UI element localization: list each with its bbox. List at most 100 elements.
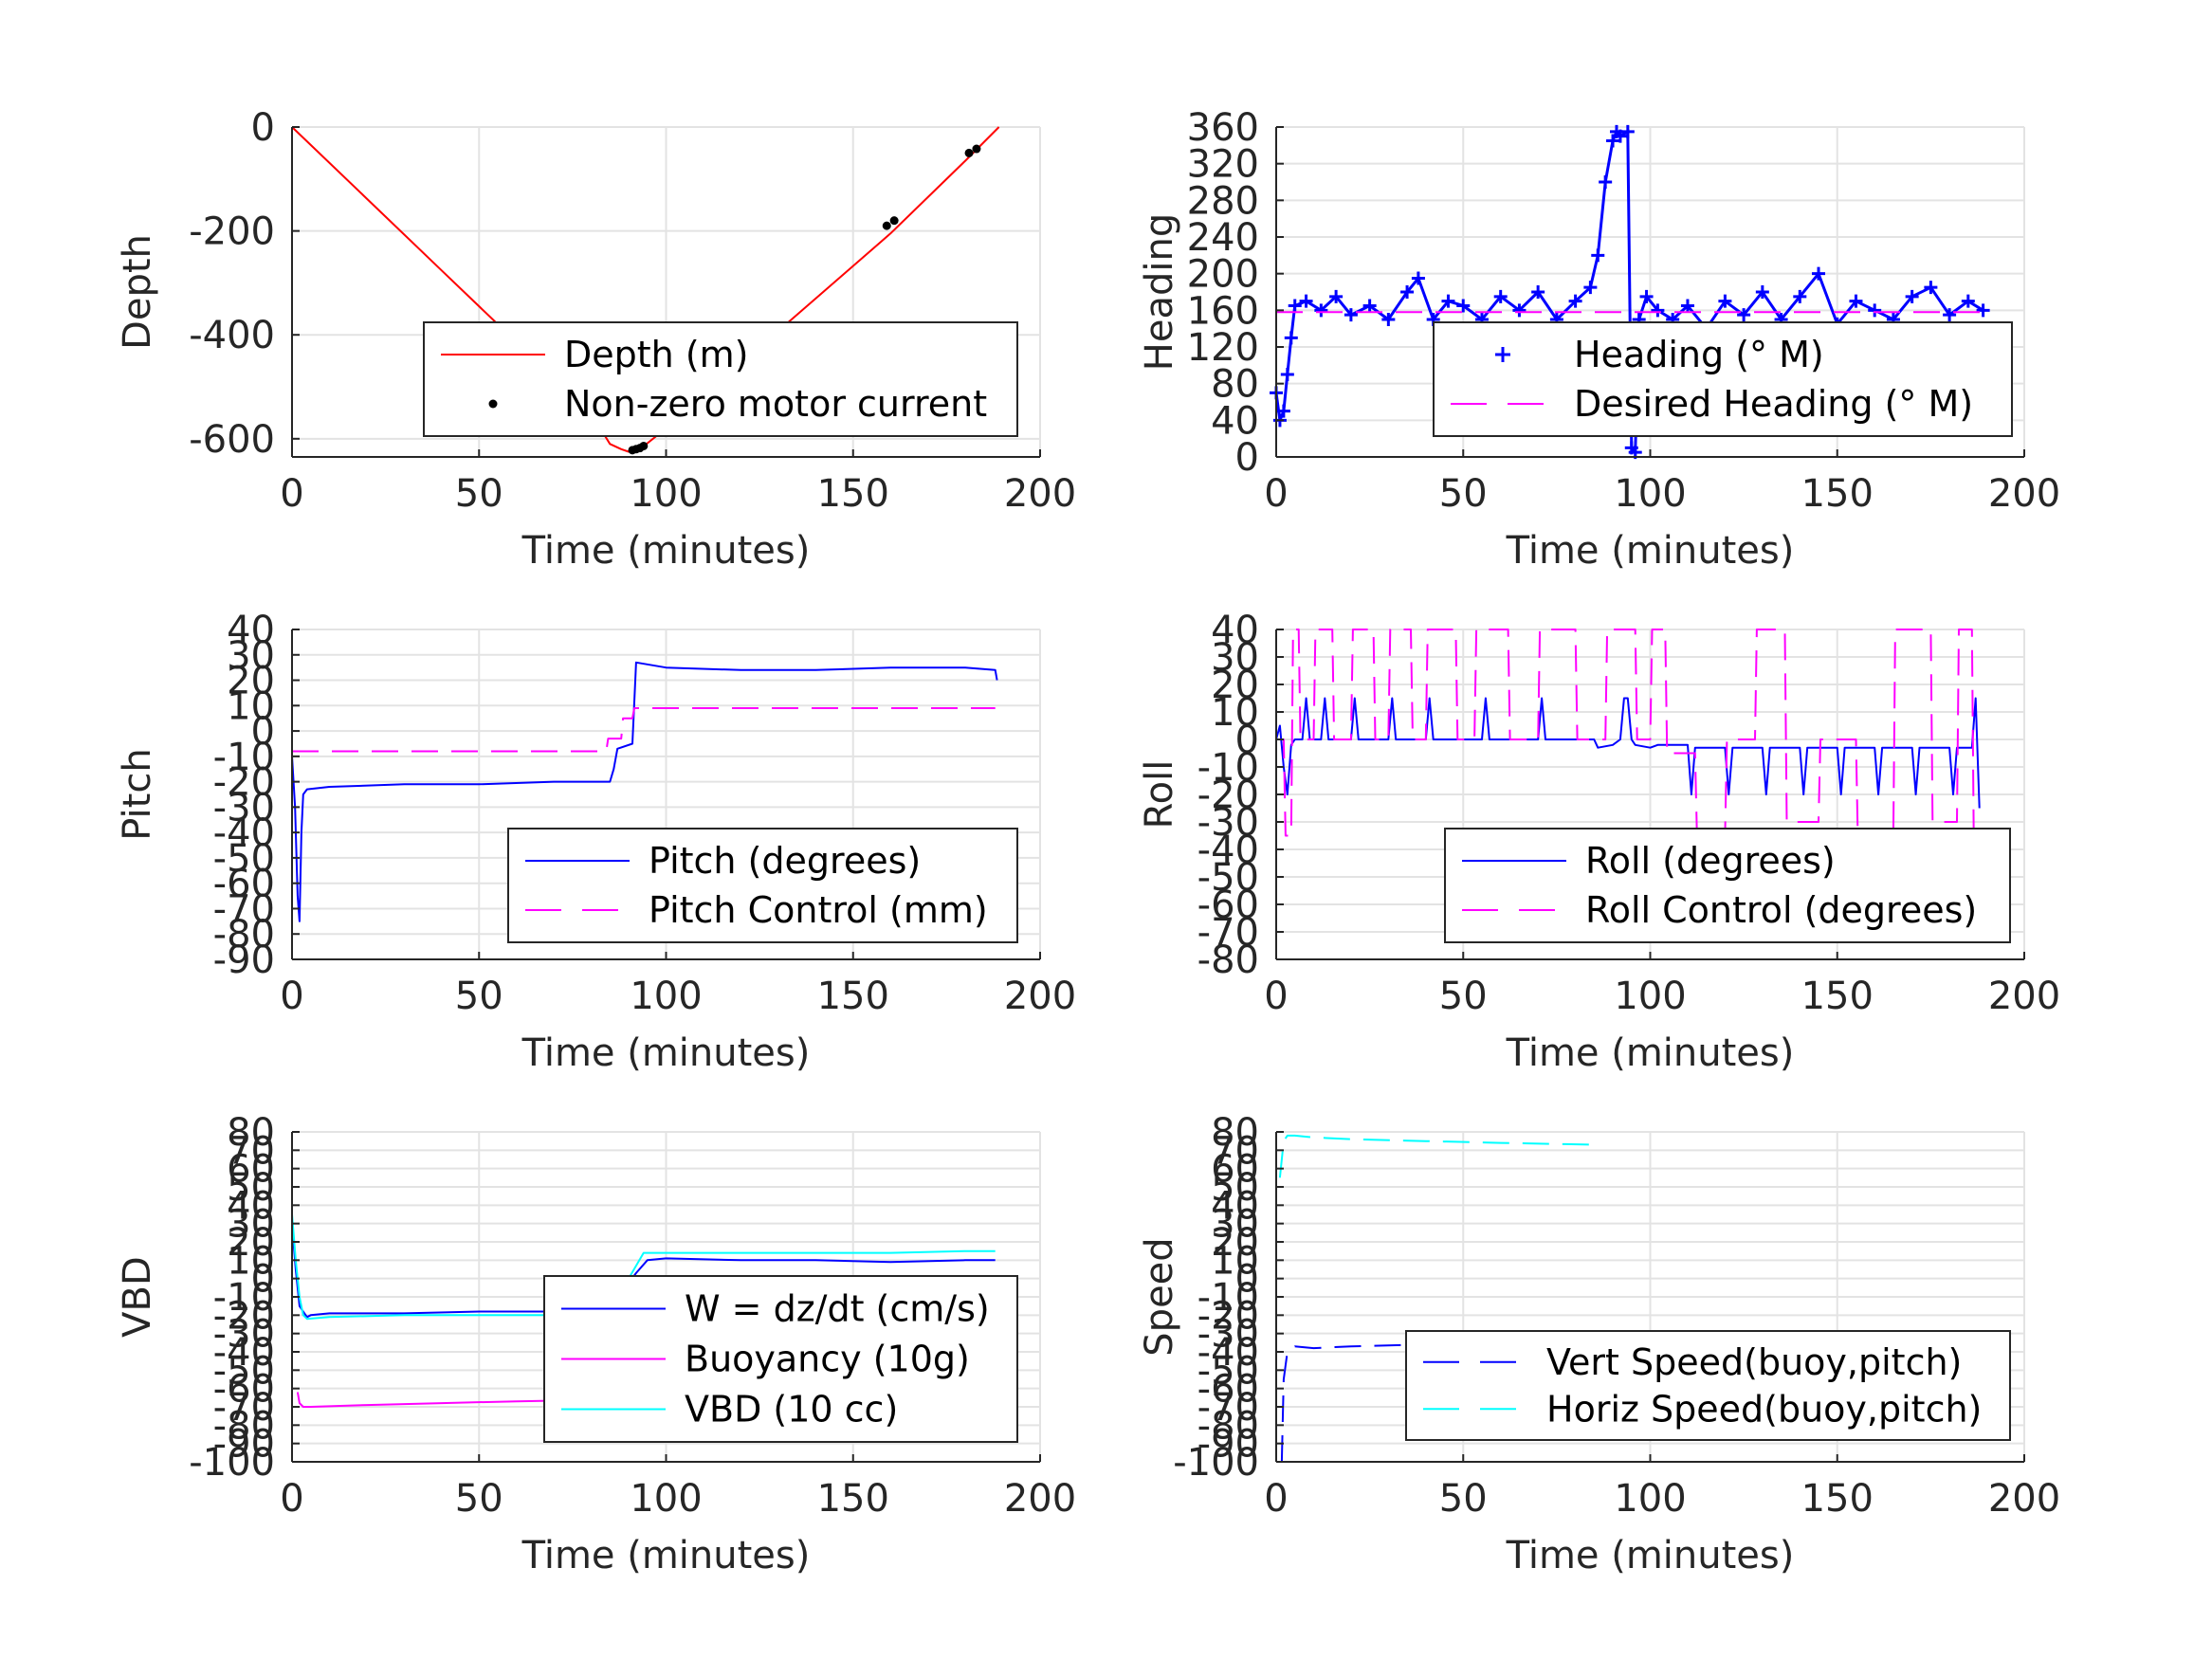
speed-legend-label: Horiz Speed(buoy,pitch) [1546, 1388, 1982, 1430]
heading-series-0-point [1400, 285, 1415, 299]
heading-series-0-point [1943, 308, 1957, 322]
roll-xlabel: Time (minutes) [1506, 1031, 1795, 1075]
roll-ytick-label: -20 [1197, 774, 1259, 817]
roll-ytick-label: -50 [1197, 856, 1259, 900]
speed-ytick-label: 60 [1211, 1148, 1259, 1192]
vbd-ytick-label: -80 [213, 1404, 275, 1448]
heading-series-0-point [1284, 331, 1298, 345]
pitch-legend-label: Pitch (degrees) [649, 840, 921, 882]
speed-ylabel: Speed [1138, 1237, 1181, 1356]
vbd-ytick-label: 40 [227, 1184, 275, 1228]
heading-series-0-point [1606, 134, 1620, 148]
speed-ytick-label: 20 [1211, 1221, 1259, 1265]
heading-ytick-label: 360 [1187, 106, 1259, 150]
vbd-ytick-label: -10 [213, 1276, 275, 1320]
roll-series [1275, 629, 1981, 837]
speed-xtick-label: 150 [1801, 1477, 1874, 1521]
pitch-xlabel: Time (minutes) [521, 1031, 811, 1075]
vbd-ytick-label: 0 [251, 1258, 275, 1302]
pitch-ytick-label: 20 [227, 660, 275, 703]
heading-series-0-point [1280, 368, 1294, 381]
heading-xtick-label: 0 [1264, 472, 1288, 516]
heading-ylabel: Heading [1138, 213, 1181, 371]
heading-panel: 0 50 100 150 20004080120160200240280320360He… [1138, 106, 2060, 573]
heading-series-0-point [1961, 294, 1975, 308]
heading-ytick-label: 160 [1187, 289, 1259, 333]
roll-xtick-label: 100 [1614, 975, 1686, 1018]
vbd-ylabel: VBD [116, 1256, 159, 1338]
speed-ytick-label: -100 [1173, 1441, 1259, 1485]
pitch-ytick-label: 0 [251, 710, 275, 754]
speed-ytick-label: -10 [1197, 1276, 1259, 1320]
roll-ytick-label: -30 [1197, 801, 1259, 845]
vbd-xtick-label: 200 [1004, 1477, 1076, 1521]
pitch-series-0-line [291, 661, 998, 922]
depth-series-1-point [882, 221, 891, 230]
heading-series-0-point [1288, 299, 1302, 313]
roll-ytick-label: 20 [1211, 664, 1259, 707]
vbd-legend: W = dz/dt (cm/s) Buoyancy (10g) VBD (10 cc… [543, 1275, 1018, 1443]
pitch-ytick-label: -70 [213, 887, 275, 931]
roll-xtick-label: 150 [1801, 975, 1874, 1018]
heading-series-0-point [1680, 299, 1694, 313]
heading-series-0-point [1411, 271, 1425, 285]
roll-xtick-label: 200 [1988, 975, 2060, 1018]
depth-ytick-label: 0 [251, 106, 275, 150]
vbd-ytick-label: -100 [189, 1441, 275, 1485]
speed-legend-box [1405, 1330, 2011, 1441]
speed-ytick-label: 40 [1211, 1184, 1259, 1228]
speed-ytick-label: 10 [1211, 1239, 1259, 1283]
pitch-ytick-label: -20 [213, 761, 275, 805]
pitch-ytick-label: -10 [213, 736, 275, 779]
roll-ytick-label: -70 [1197, 911, 1259, 955]
speed-legend: Vert Speed(buoy,pitch) Horiz Speed(buoy,p… [1405, 1330, 2011, 1441]
vbd-ytick-label: -20 [213, 1294, 275, 1338]
speed-ytick-label: 70 [1211, 1129, 1259, 1173]
heading-series-0-point [1531, 285, 1545, 299]
heading-series-0-point [1591, 248, 1605, 263]
heading-ytick-label: 80 [1211, 363, 1259, 407]
heading-ytick-label: 120 [1187, 326, 1259, 370]
heading-xtick-label: 50 [1439, 472, 1488, 516]
heading-series-0-point [1344, 308, 1358, 322]
pitch-ylabel: Pitch [116, 748, 159, 840]
heading-series-0-point [1849, 294, 1863, 308]
vbd-xtick-label: 0 [280, 1477, 303, 1521]
depth-xtick-label: 100 [630, 472, 702, 516]
heading-series-0-point [1276, 404, 1290, 418]
speed-xtick-label: 0 [1264, 1477, 1288, 1521]
heading-legend: Heading (° M) Desired Heading (° M) [1433, 321, 2013, 437]
pitch-legend-label: Pitch Control (mm) [649, 889, 988, 931]
heading-series-0-point [1793, 289, 1807, 303]
vbd-ytick-label: 80 [227, 1111, 275, 1155]
heading-series [1270, 124, 1990, 460]
speed-ytick-label: -70 [1197, 1386, 1259, 1430]
speed-ytick-label: 80 [1211, 1111, 1259, 1155]
heading-ytick-label: 200 [1187, 253, 1259, 297]
heading-series-0-point [1441, 294, 1455, 308]
roll-legend-box [1444, 828, 2011, 943]
pitch-xtick-label: 200 [1004, 975, 1076, 1018]
heading-ytick-label: 280 [1187, 179, 1259, 223]
vbd-ytick-label: -30 [213, 1313, 275, 1357]
pitch-ytick-label: -90 [213, 939, 275, 982]
heading-series-0-point [1976, 303, 1990, 318]
speed-xtick-label: 200 [1988, 1477, 2060, 1521]
heading-series-0-point [1512, 303, 1526, 318]
heading-series-0-point [1905, 289, 1919, 303]
roll-ytick-label: -40 [1197, 829, 1259, 872]
roll-panel: 0 50 100 150 200403020100-10-20-30-40-50-60-… [1138, 609, 2060, 1075]
heading-series-0-point [1362, 299, 1377, 313]
speed-ytick-label: 30 [1211, 1203, 1259, 1247]
speed-ytick-label: -40 [1197, 1331, 1259, 1375]
heading-series-0-point [1314, 303, 1328, 318]
speed-ytick-label: -50 [1197, 1349, 1259, 1393]
vbd-ytick-label: -50 [213, 1349, 275, 1393]
vbd-ytick-label: 50 [227, 1166, 275, 1210]
heading-xlabel: Time (minutes) [1506, 529, 1795, 573]
heading-series-0-point [1812, 266, 1826, 281]
depth-series-1-point [889, 216, 899, 226]
depth-ytick-label: -600 [189, 418, 275, 462]
heading-series-0-point [1651, 303, 1665, 318]
pitch-series [291, 661, 998, 922]
